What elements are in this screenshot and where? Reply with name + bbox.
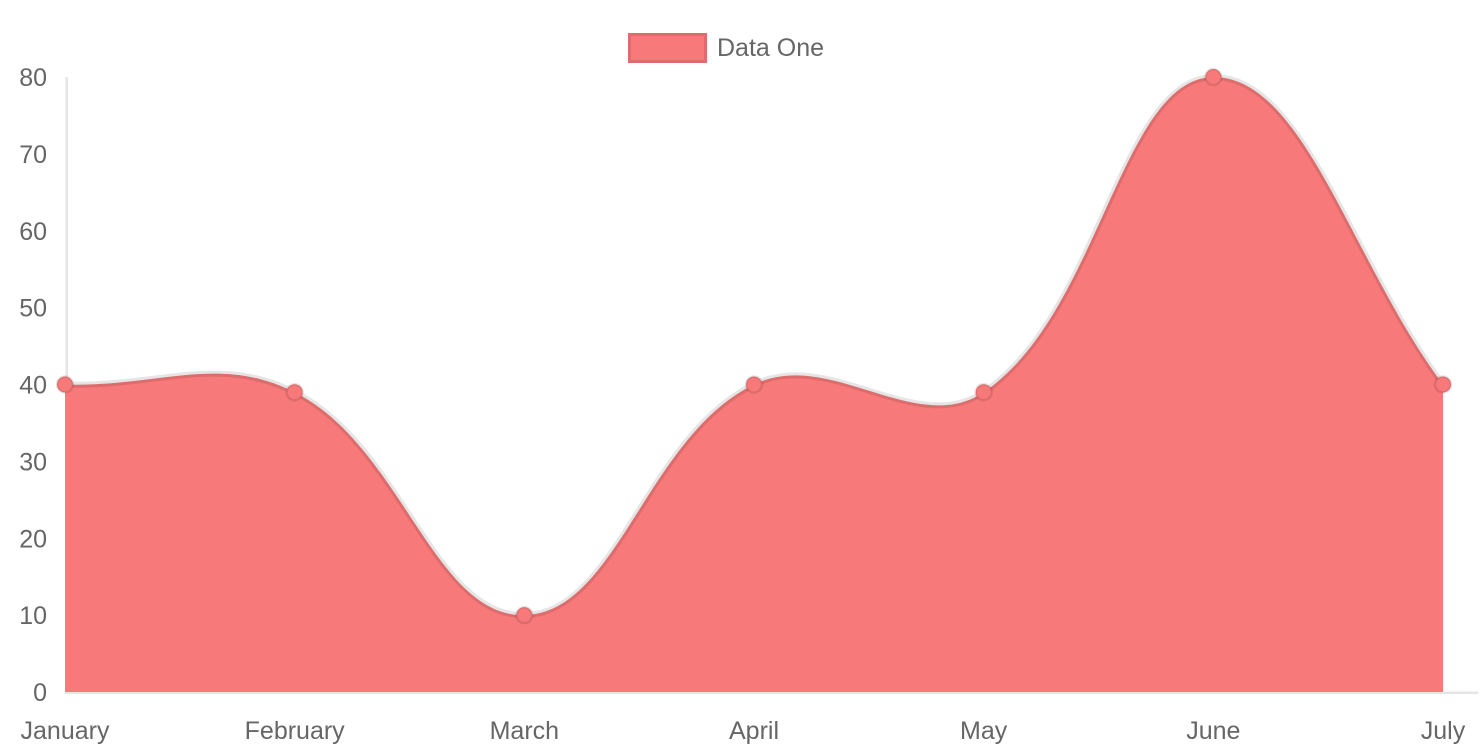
x-tick-label: May — [960, 717, 1008, 745]
y-tick-label: 40 — [19, 372, 47, 400]
legend-item-data-one[interactable]: Data One — [628, 33, 824, 63]
x-tick-label: February — [245, 717, 346, 745]
y-tick-label: 60 — [19, 218, 47, 246]
y-tick-label: 0 — [33, 679, 47, 707]
data-point-january[interactable] — [55, 375, 75, 394]
y-tick-label: 10 — [19, 602, 47, 630]
data-point-june[interactable] — [1204, 67, 1223, 87]
data-point-may[interactable] — [974, 382, 993, 402]
y-tick-label: 80 — [19, 64, 47, 92]
y-tick-label: 30 — [19, 448, 47, 476]
y-tick-label: 70 — [19, 141, 47, 169]
chart-legend: Data One — [628, 33, 824, 63]
x-tick-label: July — [1421, 717, 1466, 745]
data-point-february[interactable] — [285, 382, 304, 402]
x-tick-label: January — [21, 717, 110, 745]
x-tick-label: March — [490, 717, 559, 745]
y-tick-label: 20 — [19, 525, 47, 553]
x-tick-label: June — [1186, 717, 1240, 745]
x-tick-label: April — [729, 717, 779, 745]
y-tick-label: 50 — [19, 295, 47, 323]
legend-swatch-data-one — [628, 33, 707, 63]
x-axis-line — [65, 691, 1478, 694]
data-point-april[interactable] — [744, 375, 764, 394]
legend-label-data-one: Data One — [717, 34, 825, 62]
data-point-march[interactable] — [515, 605, 534, 625]
data-point-july[interactable] — [1433, 375, 1453, 394]
